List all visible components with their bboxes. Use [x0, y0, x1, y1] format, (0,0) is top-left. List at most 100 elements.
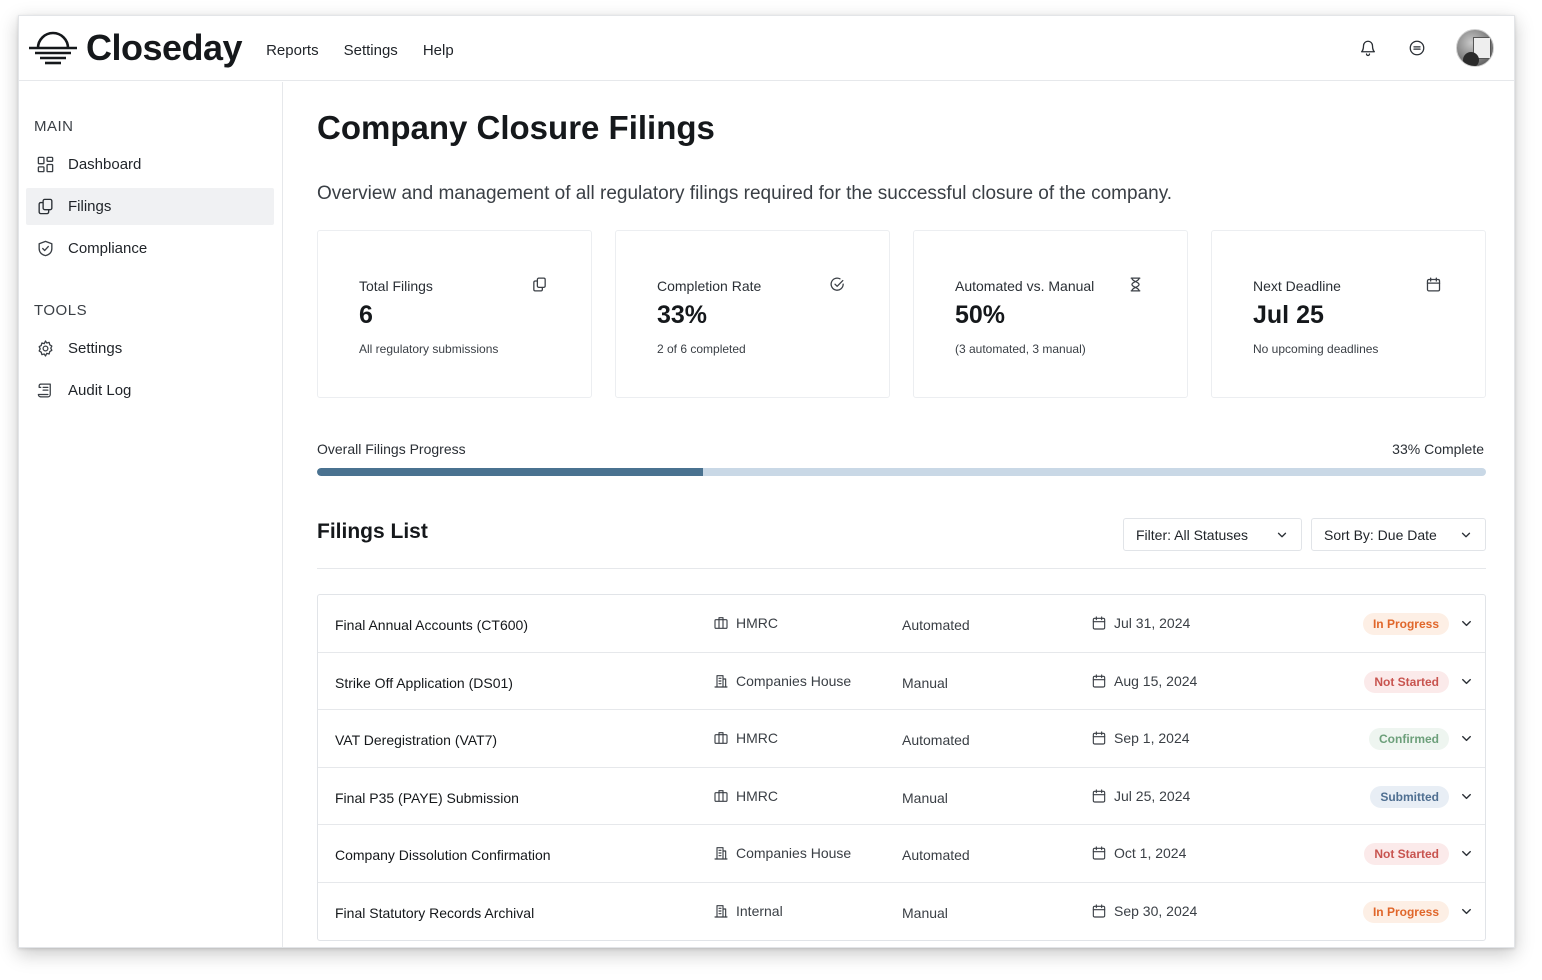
stat-note: 2 of 6 completed: [657, 342, 746, 356]
calendar-icon: [1091, 845, 1114, 861]
chevron-down-icon: [1277, 532, 1287, 538]
progress-percent: 33% Complete: [1392, 441, 1484, 457]
status-badge: Submitted: [1370, 785, 1449, 808]
filings-table: Final Annual Accounts (CT600) HMRC Automat…: [317, 594, 1486, 941]
sidebar-item-settings[interactable]: Settings: [26, 330, 274, 367]
message-icon: [1409, 40, 1425, 56]
due-date-label: Aug 15, 2024: [1114, 672, 1198, 689]
sidebar-item-label: Compliance: [68, 240, 148, 257]
filings-icon: [35, 197, 55, 217]
chevron-down-icon[interactable]: [1459, 904, 1474, 919]
top-nav-links: Reports Settings Help: [266, 42, 454, 59]
due-date-label: Jul 25, 2024: [1114, 787, 1191, 804]
calendar-icon: [1091, 615, 1114, 631]
chevron-down-icon[interactable]: [1459, 616, 1474, 631]
briefcase-icon: [713, 788, 736, 804]
table-row[interactable]: Final Annual Accounts (CT600) HMRC Automat…: [318, 595, 1485, 653]
progress-label: Overall Filings Progress: [317, 441, 466, 457]
table-row[interactable]: Company Dissolution Confirmation Companie…: [318, 825, 1485, 883]
page-title: Company Closure Filings: [317, 109, 715, 146]
sunset-logo-icon: [29, 31, 77, 65]
filing-type: Manual: [902, 674, 948, 691]
progress-bar: [317, 468, 1486, 476]
stat-card-completion-rate: Completion Rate 33% 2 of 6 completed: [615, 230, 890, 398]
filing-type: Automated: [902, 847, 970, 863]
stat-label: Next Deadline: [1253, 278, 1341, 294]
status-filter-dropdown[interactable]: Filter: All Statuses: [1123, 518, 1302, 551]
dashboard-icon: [35, 155, 55, 175]
table-row[interactable]: Final P35 (PAYE) Submission HMRC Manual Jul…: [318, 768, 1485, 825]
table-row[interactable]: Final Statutory Records Archival Internal…: [318, 883, 1485, 941]
progress-bar-fill: [317, 468, 703, 476]
hourglass-icon: [1127, 276, 1145, 294]
filing-due-date: Sep 1, 2024: [1091, 730, 1190, 746]
stat-note: All regulatory submissions: [359, 342, 499, 356]
calendar-icon: [1091, 903, 1114, 919]
nav-reports[interactable]: Reports: [266, 41, 319, 59]
filing-authority: Internal: [713, 903, 783, 919]
stat-label: Automated vs. Manual: [955, 278, 1095, 294]
stat-value: 33%: [657, 301, 708, 329]
sidebar-item-audit-log[interactable]: Audit Log: [26, 372, 274, 409]
stat-value: Jul 25: [1253, 301, 1324, 329]
filing-type: Manual: [902, 904, 948, 921]
shield-icon: [35, 239, 55, 259]
filing-type: Automated: [902, 732, 970, 748]
filing-due-date: Oct 1, 2024: [1091, 845, 1186, 861]
filing-due-date: Jul 25, 2024: [1091, 788, 1190, 804]
stat-cards: Total Filings 6 All regulatory submissio…: [317, 230, 1486, 398]
chevron-down-icon[interactable]: [1459, 674, 1474, 689]
due-date-label: Sep 30, 2024: [1114, 902, 1198, 919]
building-icon: [713, 845, 736, 861]
nav-help[interactable]: Help: [422, 41, 454, 59]
sidebar-item-label: Filings: [68, 198, 112, 215]
chevron-down-icon: [1461, 532, 1471, 538]
filing-type: Automated: [902, 617, 970, 633]
due-date-label: Oct 1, 2024: [1114, 845, 1187, 861]
due-date-label: Sep 1, 2024: [1114, 730, 1190, 746]
chevron-down-icon[interactable]: [1459, 846, 1474, 861]
top-navbar: Closeday Reports Settings Help: [19, 16, 1514, 81]
sort-dropdown[interactable]: Sort By: Due Date: [1311, 518, 1486, 551]
table-row[interactable]: VAT Deregistration (VAT7) HMRC Automated Se…: [318, 710, 1485, 768]
status-badge: Confirmed: [1369, 728, 1449, 750]
filing-name: Final Annual Accounts (CT600): [335, 617, 528, 633]
sidebar-item-label: Dashboard: [68, 156, 142, 173]
calendar-icon: [1091, 730, 1114, 746]
authority-label: Companies House: [736, 845, 852, 861]
gear-icon: [35, 339, 55, 359]
calendar-icon: [1425, 276, 1443, 294]
user-avatar[interactable]: [1456, 29, 1494, 67]
filter-label: Filter: All Statuses: [1136, 526, 1249, 543]
status-badge: In Progress: [1362, 900, 1449, 923]
app-name: Closeday: [86, 27, 243, 68]
logo[interactable]: Closeday: [28, 27, 243, 69]
calendar-icon: [1091, 788, 1114, 804]
sidebar-item-label: Audit Log: [68, 382, 132, 399]
messages-button[interactable]: [1406, 37, 1428, 59]
sidebar-item-compliance[interactable]: Compliance: [26, 230, 274, 267]
briefcase-icon: [713, 615, 736, 631]
app-window: Closeday Reports Settings Help MAIN: [18, 15, 1515, 948]
notifications-button[interactable]: [1357, 37, 1379, 59]
chevron-down-icon[interactable]: [1459, 789, 1474, 804]
check-circle-icon: [829, 276, 847, 294]
stat-card-next-deadline: Next Deadline Jul 25 No upcoming deadlin…: [1211, 230, 1486, 398]
sidebar-item-filings[interactable]: Filings: [26, 188, 274, 225]
building-icon: [713, 903, 736, 919]
copy-icon: [531, 276, 549, 294]
status-badge: In Progress: [1362, 613, 1449, 635]
filing-type: Manual: [902, 789, 948, 806]
sort-label: Sort By: Due Date: [1324, 526, 1437, 543]
filing-authority: HMRC: [713, 788, 778, 804]
table-row[interactable]: Strike Off Application (DS01) Companies H…: [318, 653, 1485, 710]
sidebar-item-dashboard[interactable]: Dashboard: [26, 146, 274, 183]
nav-settings[interactable]: Settings: [343, 41, 398, 59]
filings-list-title: Filings List: [317, 520, 428, 543]
stat-value: 50%: [955, 301, 1006, 329]
filing-name: VAT Deregistration (VAT7): [335, 732, 498, 748]
calendar-icon: [1091, 673, 1114, 689]
stat-label: Total Filings: [359, 278, 433, 294]
chevron-down-icon[interactable]: [1459, 731, 1474, 746]
sidebar-section-tools: TOOLS: [34, 302, 88, 319]
